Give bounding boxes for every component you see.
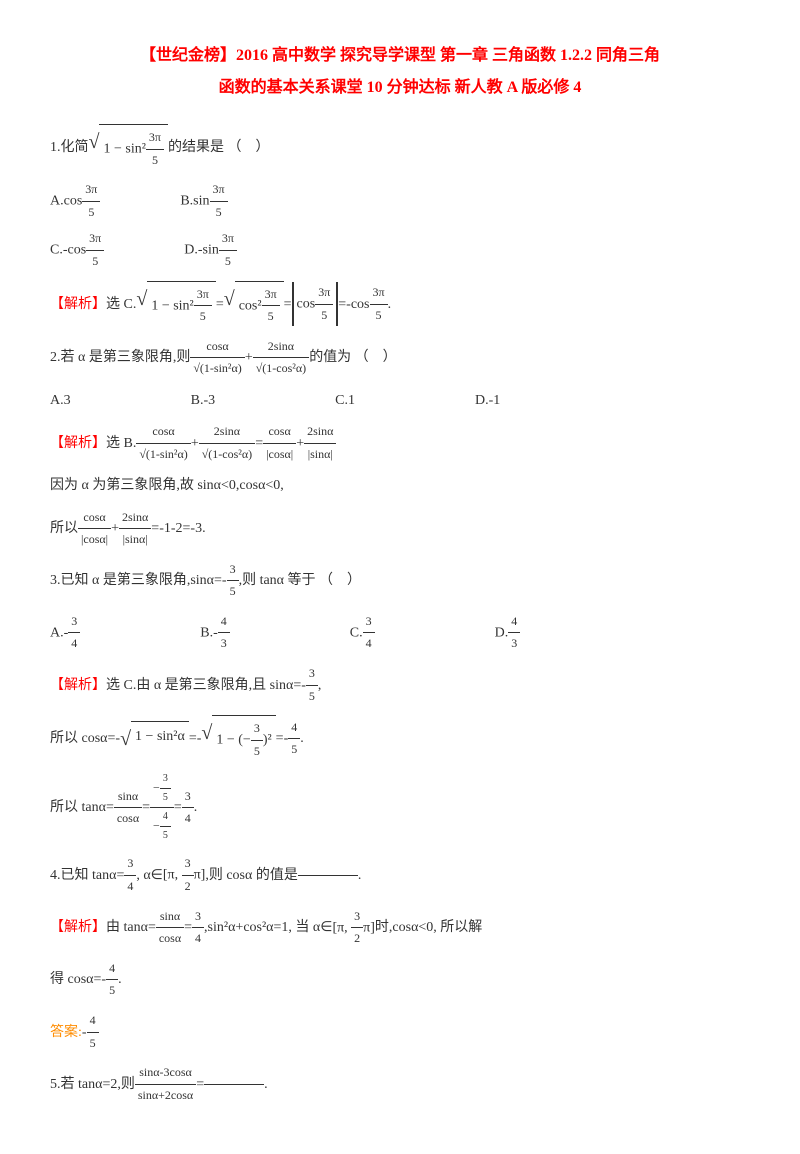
- q2-explain1: 因为 α 为第三象限角,故 sinα<0,cosα<0,: [50, 473, 750, 498]
- q4-answer: 答案: -45: [50, 1010, 750, 1054]
- q3-stem: 3.已知 α 是第三象限角,sinα=-35,则 tanα 等于 （ ）: [50, 559, 750, 603]
- q3-step1: 所以 cosα=- √1 − sin²α =- √1 − (−35)² =-45…: [50, 715, 750, 762]
- q3-step2: 所以 tanα= sinαcosα = −35−45 =34.: [50, 770, 750, 845]
- q2-analysis: 【解析】 选 B. cosα√(1-sin²α)+ 2sinα√(1-cos²α…: [50, 421, 750, 465]
- q5-stem: 5.若 tanα=2,则 sinα-3cosαsinα+2cosα =.: [50, 1062, 750, 1106]
- title-line-1: 【世纪金榜】2016 高中数学 探究导学课型 第一章 三角函数 1.2.2 同角…: [50, 40, 750, 72]
- q3-analysis: 【解析】 选 C.由 α 是第三象限角,且 sinα=-35,: [50, 663, 750, 707]
- q1-analysis: 【解析】 选 C. √1 − sin²3π5 =√cos²3π5 =cos3π5…: [50, 281, 750, 328]
- q3-options: A.-34 B.-43 C.34 D.43: [50, 611, 750, 655]
- q2-stem: 2.若 α 是第三象限角,则 cosα√(1-sin²α)+ 2sinα√(1-…: [50, 336, 750, 380]
- q4-result: 得 cosα=-45.: [50, 958, 750, 1002]
- q4-analysis: 【解析】 由 tanα= sinαcosα= 34 ,sin²α+cos²α=1…: [50, 906, 750, 950]
- q2-explain2: 所以 cosα|cosα|+ 2sinα|sinα| =-1-2=-3.: [50, 507, 750, 551]
- q1-options-cd: C.-cos3π5 D.-sin3π5: [50, 228, 750, 272]
- q1-options-ab: A.cos3π5 B.sin3π5: [50, 179, 750, 223]
- q2-options: A.3 B.-3 C.1 D.-1: [50, 388, 750, 413]
- q4-stem: 4.已知 tanα=34 , α∈[π, 32π] ,则 cosα 的值是.: [50, 853, 750, 897]
- title-line-2: 函数的基本关系课堂 10 分钟达标 新人教 A 版必修 4: [50, 72, 750, 104]
- q1-stem: 1.化简 √1 − sin²3π5 的结果是 （ ）: [50, 124, 750, 171]
